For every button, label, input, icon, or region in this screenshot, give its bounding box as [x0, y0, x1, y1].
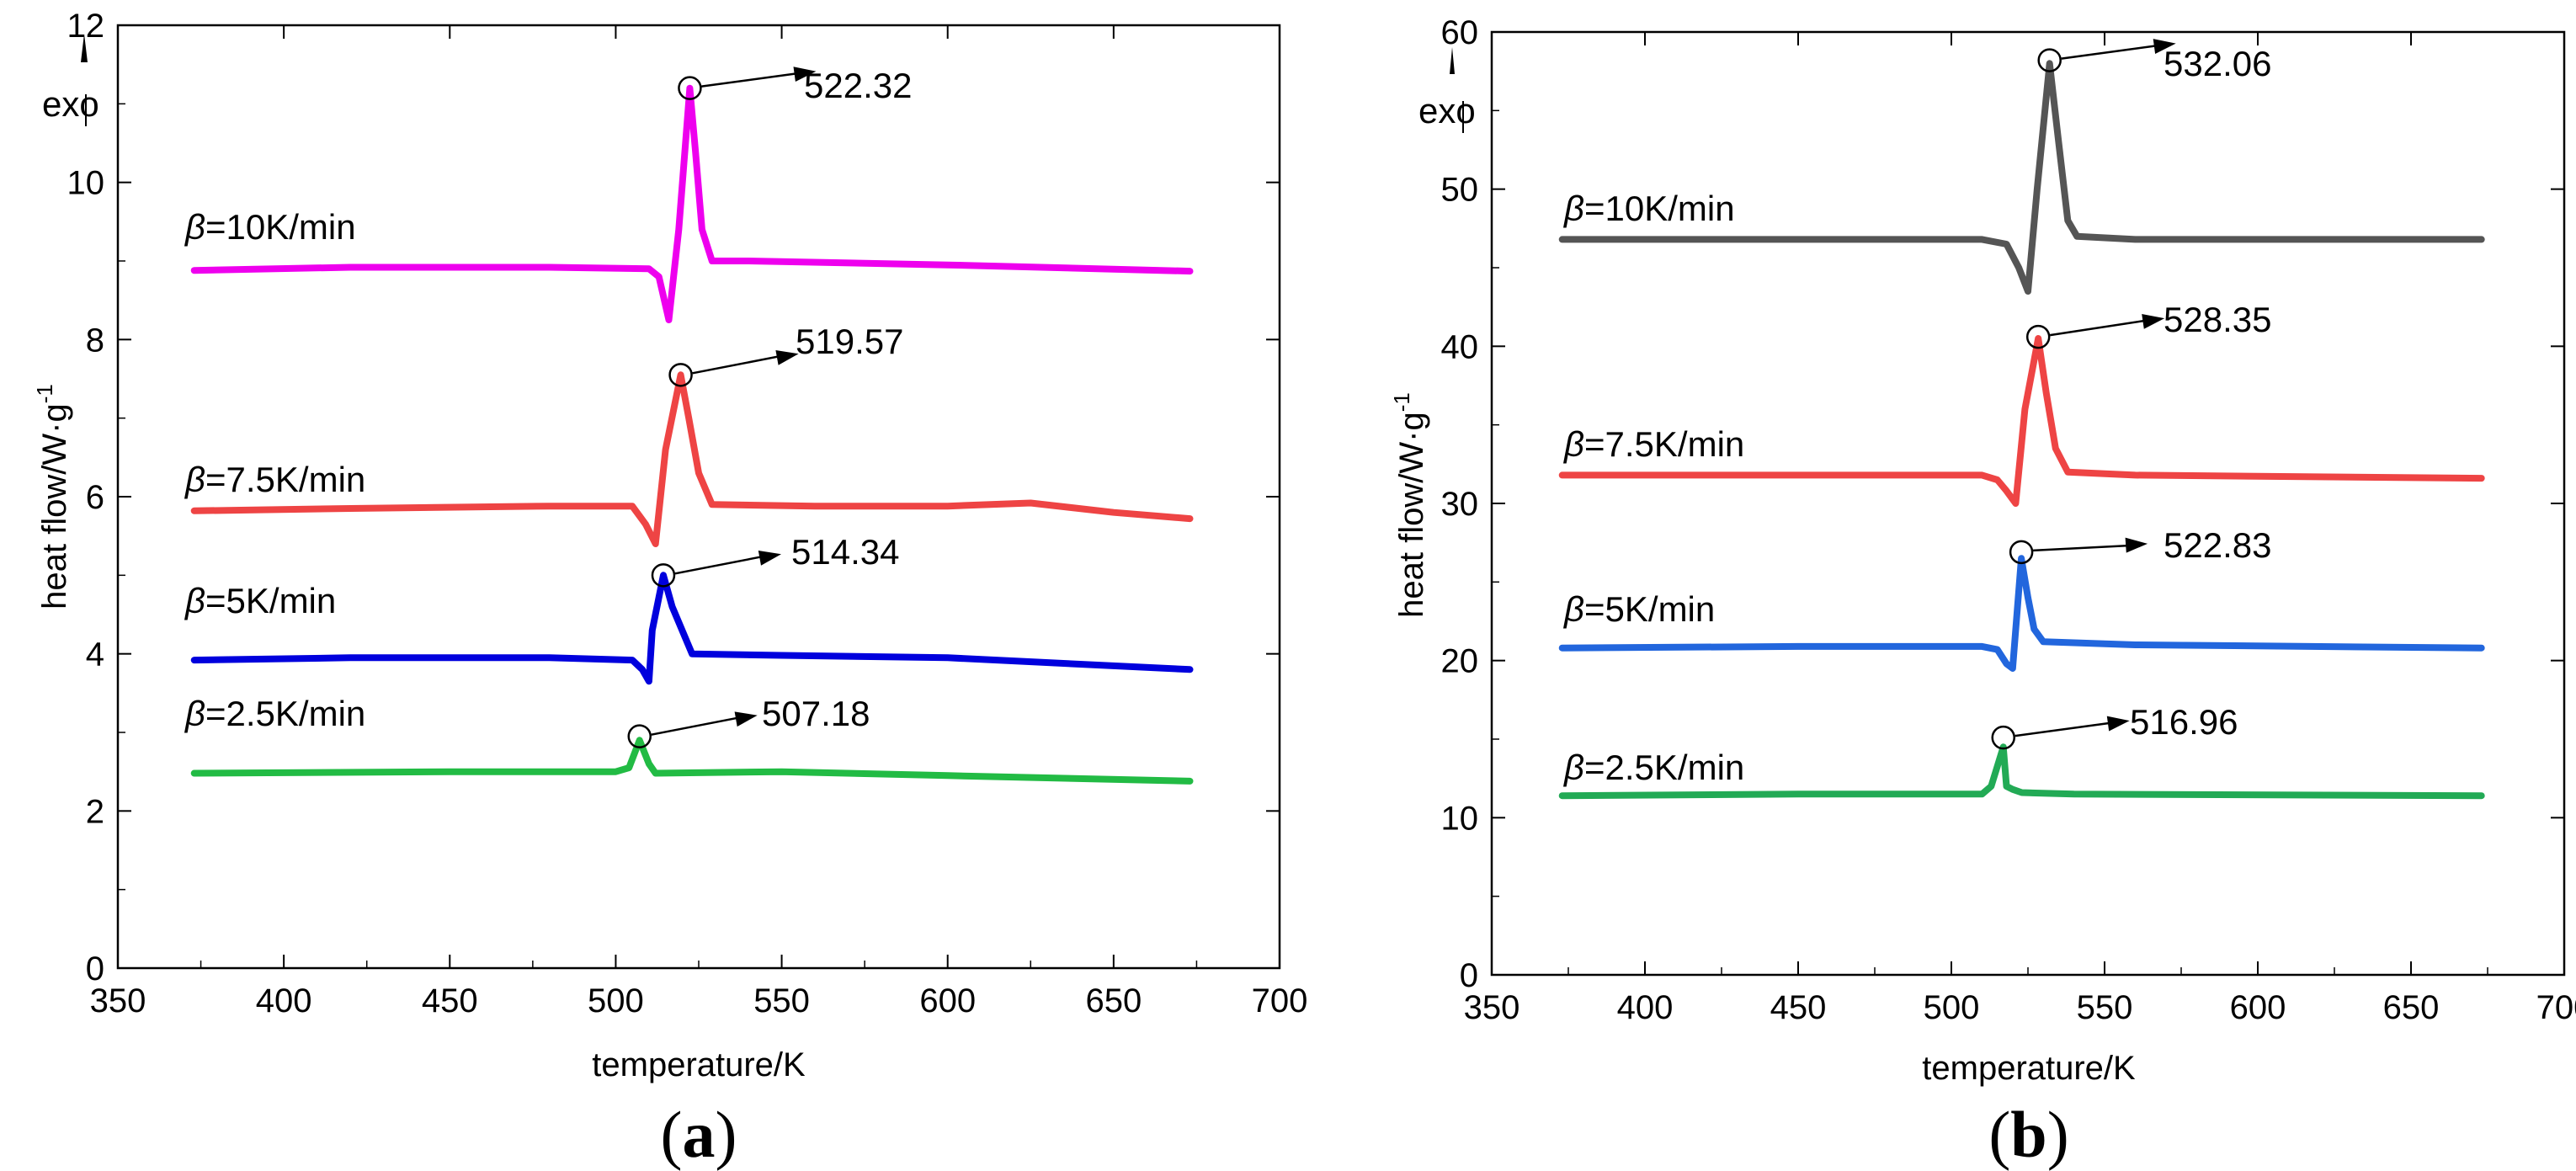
peak-circle-a-1	[668, 363, 693, 387]
series-label-a-10: β=10K/min	[184, 207, 356, 247]
series-label-b-2.5: β=2.5K/min	[1562, 748, 1744, 787]
y-axis-title-b: heat flow/W·g-1	[1389, 392, 1430, 618]
series-line-b-0	[1558, 60, 2485, 295]
x-axis-title-b: temperature/K	[1922, 1050, 2136, 1087]
peak-arrow-line-b-0	[2061, 44, 2161, 60]
x-tick-label-b: 650	[2383, 989, 2440, 1026]
y-tick-label-a: 2	[86, 793, 104, 830]
y-axis-title-a: heat flow/W·g-1	[32, 384, 73, 609]
peak-label-a-10: 522.32	[804, 66, 912, 105]
peak-arrow-head-a-0	[793, 67, 817, 82]
peak-label-a-2.5: 507.18	[762, 694, 870, 733]
peak-arrow-head-b-1	[2142, 314, 2165, 329]
peak-arrow-head-b-3	[2106, 716, 2130, 732]
plot-frame-b	[1490, 30, 2566, 977]
peak-label-b-5: 522.83	[2164, 525, 2271, 565]
exo-arrow-a	[81, 34, 88, 62]
x-tick-label-b: 600	[2230, 989, 2286, 1026]
x-tick-label-a: 700	[1252, 982, 1308, 1019]
peak-circle-b-1	[2025, 324, 2051, 349]
peak-arrow-line-b-1	[2050, 318, 2150, 337]
peak-arrow-line-a-0	[701, 72, 801, 88]
x-tick-label-a: 600	[919, 982, 976, 1019]
axis-ticks-a: 350 400 450 500 550 600 650 700 0 2 4 6 8 10 12	[67, 8, 1308, 1019]
y-tick-label-b: 60	[1441, 14, 1479, 51]
series-label-a-7.5: β=7.5K/min	[184, 460, 365, 499]
peak-arrow-head-a-2	[758, 551, 781, 566]
y-tick-label-b: 30	[1441, 486, 1479, 523]
x-tick-label-b: 450	[1770, 989, 1827, 1026]
series-lines-b	[1558, 39, 2485, 800]
x-tick-label-a: 650	[1085, 982, 1142, 1019]
peak-arrow-line-b-3	[2014, 721, 2115, 737]
peak-arrow-head-a-3	[734, 711, 758, 727]
panel-label-a: (a)	[661, 1098, 737, 1171]
series-label-a-2.5: β=2.5K/min	[184, 694, 365, 733]
peak-circle-a-3	[627, 724, 652, 748]
y-tick-label-a: 12	[67, 8, 105, 45]
peak-arrow-head-a-1	[775, 350, 799, 365]
peak-arrow-line-a-1	[692, 354, 784, 375]
peak-circle-a-2	[651, 563, 676, 588]
series-line-a-3	[190, 737, 1194, 785]
y-tick-label-b: 0	[1460, 957, 1478, 994]
series-line-b-2	[1558, 555, 2485, 672]
peak-label-b-7.5: 528.35	[2164, 300, 2271, 339]
series-line-b-1	[1558, 335, 2485, 507]
peak-label-b-10: 532.06	[2164, 44, 2271, 83]
exo-label-a: exo	[42, 84, 99, 124]
series-line-b-3	[1558, 743, 2485, 800]
chart-a: 350 400 450 500 550 600 650 700 0 2 4 6 8 10 12 exo β=…	[32, 8, 1307, 1171]
peak-label-a-7.5: 519.57	[796, 322, 903, 361]
series-lines-a	[190, 67, 1194, 785]
x-tick-label-b: 500	[1924, 989, 1980, 1026]
series-label-a-5: β=5K/min	[184, 581, 336, 620]
y-tick-label-a: 8	[86, 322, 104, 359]
series-label-b-10: β=10K/min	[1562, 189, 1735, 228]
x-tick-label-a: 450	[422, 982, 478, 1019]
y-tick-label-b: 10	[1441, 800, 1479, 837]
series-line-a-2	[190, 572, 1194, 685]
peak-arrow-line-b-2	[2033, 544, 2133, 552]
chart-b: 350 400 450 500 550 600 650 700 0 10 20 30 40 50 60 ex…	[1389, 14, 2576, 1171]
exo-arrow-b	[1450, 47, 1455, 74]
y-tick-label-a: 6	[86, 479, 104, 516]
peak-arrow-head-b-0	[2153, 39, 2176, 54]
peak-circle-b-0	[2037, 48, 2062, 72]
x-axis-title-a: temperature/K	[592, 1046, 806, 1083]
x-tick-label-a: 350	[90, 982, 146, 1019]
panel-label-b: (b)	[1988, 1098, 2068, 1171]
x-tick-label-b: 550	[2077, 989, 2133, 1026]
series-line-a-1	[190, 371, 1194, 547]
y-tick-label-b: 20	[1441, 643, 1479, 680]
x-tick-label-b: 700	[2536, 989, 2576, 1026]
exo-label-b: exo	[1418, 91, 1476, 130]
peak-circle-a-0	[678, 76, 702, 100]
peak-label-a-5: 514.34	[791, 532, 899, 572]
y-tick-label-b: 40	[1441, 328, 1479, 365]
axis-ticks-b: 350 400 450 500 550 600 650 700 0 10 20 30 40 50 60	[1441, 14, 2576, 1026]
peak-arrow-line-a-3	[651, 716, 742, 736]
y-tick-label-b: 50	[1441, 172, 1479, 209]
x-tick-label-b: 350	[1464, 989, 1520, 1026]
y-tick-label-a: 10	[67, 165, 105, 202]
peak-arrow-line-a-2	[674, 555, 767, 575]
x-tick-label-b: 400	[1617, 989, 1674, 1026]
y-tick-label-a: 4	[86, 636, 104, 673]
y-tick-label-a: 0	[86, 950, 104, 987]
x-tick-label-a: 400	[256, 982, 312, 1019]
peak-arrow-head-b-2	[2125, 537, 2148, 553]
series-line-a-0	[190, 84, 1194, 323]
series-label-b-7.5: β=7.5K/min	[1562, 424, 1744, 464]
x-tick-label-a: 550	[753, 982, 810, 1019]
peak-label-b-2.5: 516.96	[2130, 702, 2238, 742]
series-label-b-5: β=5K/min	[1562, 589, 1715, 629]
peak-circle-b-3	[1991, 725, 2015, 750]
x-tick-label-a: 500	[588, 982, 644, 1019]
peak-circle-b-2	[2009, 540, 2034, 565]
